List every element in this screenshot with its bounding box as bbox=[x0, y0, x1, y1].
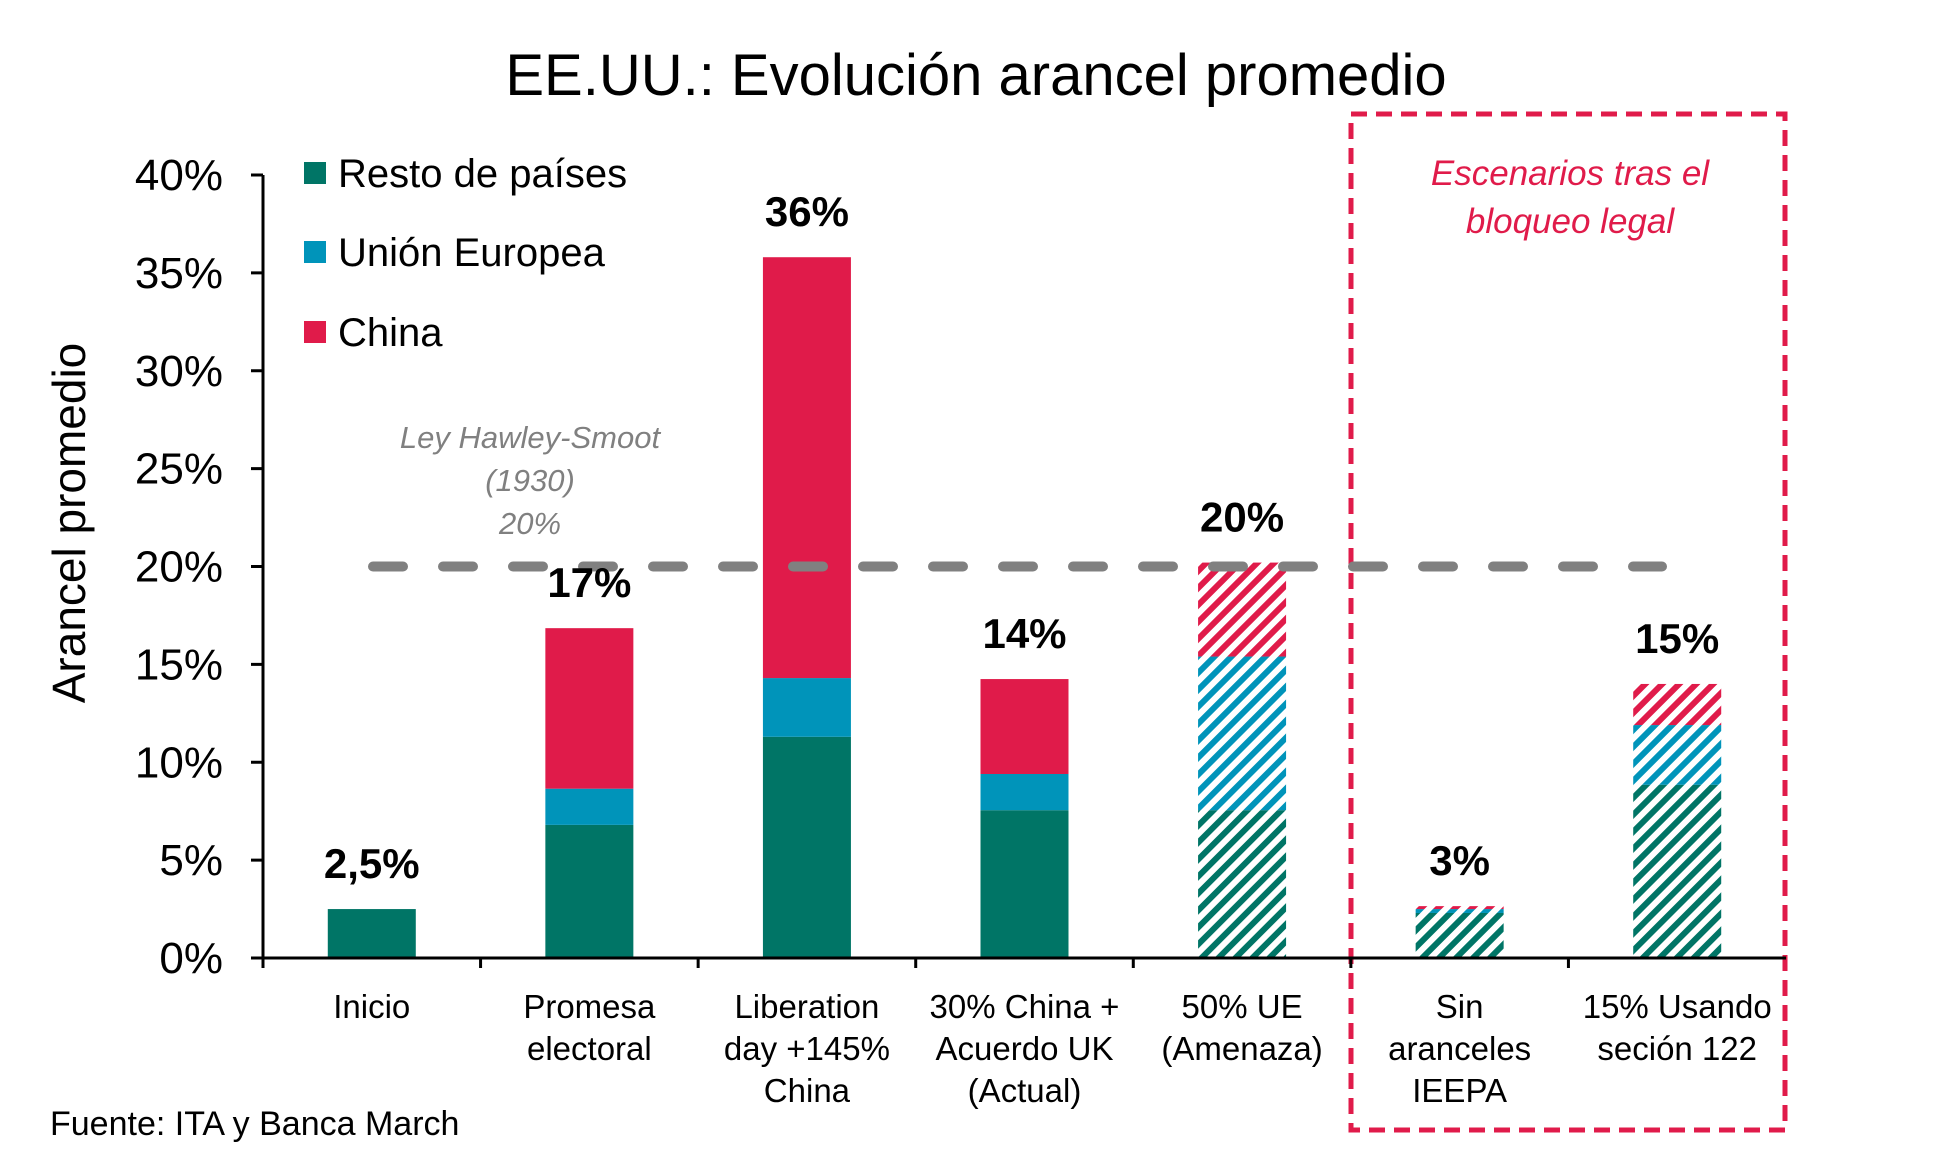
legend-label: Unión Europea bbox=[338, 231, 606, 275]
scenario-highlight-box bbox=[1348, 111, 1788, 1133]
legend-swatch bbox=[304, 321, 326, 343]
bar-segment bbox=[980, 810, 1069, 958]
x-tick-label: Inicio bbox=[333, 988, 410, 1025]
bar-segment bbox=[545, 788, 634, 825]
bars bbox=[327, 257, 1722, 958]
x-tick-label: seción 122 bbox=[1597, 1030, 1757, 1067]
x-tick-label: electoral bbox=[527, 1030, 652, 1067]
x-tick-label: 50% UE bbox=[1182, 988, 1303, 1025]
bar-segment bbox=[1198, 562, 1287, 657]
y-tick-label: 15% bbox=[135, 640, 223, 689]
data-labels: 2,5% 17% 36% 14% 20% 3% 15% bbox=[324, 188, 1719, 887]
x-tick-label: Liberation bbox=[734, 988, 879, 1025]
y-tick-label: 10% bbox=[135, 738, 223, 787]
x-tick-label: Acuerdo UK bbox=[936, 1030, 1114, 1067]
bar-segment bbox=[1198, 656, 1287, 811]
bar-segment bbox=[762, 257, 851, 679]
y-tick-label: 30% bbox=[135, 347, 223, 396]
x-tick-label: day +145% bbox=[724, 1030, 890, 1067]
x-tick-label: 30% China + bbox=[930, 988, 1120, 1025]
bar-segment bbox=[1633, 725, 1722, 785]
chart-title: EE.UU.: Evolución arancel promedio bbox=[505, 43, 1446, 108]
data-label: 20% bbox=[1200, 494, 1284, 541]
bar-segment bbox=[1633, 784, 1722, 958]
reference-label-line-3: 20% bbox=[498, 506, 561, 541]
data-label: 36% bbox=[765, 188, 849, 235]
reference-label-line-2: (1930) bbox=[485, 463, 575, 498]
scenario-label-line-2: bloqueo legal bbox=[1466, 202, 1675, 241]
bar-segment bbox=[545, 628, 634, 789]
data-label: 15% bbox=[1635, 615, 1719, 662]
x-tick-label: IEEPA bbox=[1412, 1072, 1507, 1109]
data-label: 2,5% bbox=[324, 840, 420, 887]
bar-segment bbox=[1415, 909, 1504, 913]
legend-label: China bbox=[338, 311, 443, 355]
x-tick-label: (Actual) bbox=[968, 1072, 1082, 1109]
legend-label: Resto de países bbox=[338, 152, 627, 196]
x-tick-label: Promesa bbox=[523, 988, 656, 1025]
bar-segment bbox=[545, 824, 634, 958]
bar-segment bbox=[327, 909, 416, 958]
bar-segment bbox=[1415, 906, 1504, 910]
y-tick-label: 0% bbox=[159, 934, 223, 983]
bar-segment bbox=[1198, 810, 1287, 958]
scenario-label-line-1: Escenarios tras el bbox=[1431, 154, 1710, 193]
y-tick-label: 5% bbox=[159, 836, 223, 885]
data-label: 17% bbox=[547, 559, 631, 606]
x-tick-label: China bbox=[764, 1072, 851, 1109]
data-label: 3% bbox=[1429, 837, 1490, 884]
y-tick-label: 20% bbox=[135, 543, 223, 592]
x-axis: Inicio Promesa electoral Liberation day +145… bbox=[251, 956, 1786, 1109]
x-tick-label: 15% Usando bbox=[1583, 988, 1772, 1025]
y-axis: 0% 5% 10% 15% 20% 25% 30% 35% 40% bbox=[135, 151, 265, 983]
x-tick-label: (Amenaza) bbox=[1161, 1030, 1322, 1067]
bar-segment bbox=[1415, 912, 1504, 958]
y-tick-label: 40% bbox=[135, 151, 223, 200]
data-label: 14% bbox=[982, 610, 1066, 657]
legend-swatch bbox=[304, 241, 326, 263]
y-tick-label: 35% bbox=[135, 249, 223, 298]
bar-segment bbox=[980, 679, 1069, 774]
bar-segment bbox=[1633, 683, 1722, 726]
bar-segment bbox=[980, 773, 1069, 811]
legend-swatch bbox=[304, 162, 326, 184]
source-note: Fuente: ITA y Banca March bbox=[50, 1105, 459, 1143]
legend: Resto de países Unión Europea China bbox=[304, 152, 627, 355]
reference-label-line-1: Ley Hawley-Smoot bbox=[400, 420, 662, 455]
bar-segment bbox=[762, 678, 851, 737]
y-tick-label: 25% bbox=[135, 445, 223, 494]
x-tick-label: Sin bbox=[1436, 988, 1484, 1025]
x-tick-label: aranceles bbox=[1388, 1030, 1531, 1067]
bar-segment bbox=[762, 736, 851, 958]
y-axis-label: Arancel promedio bbox=[43, 343, 95, 704]
